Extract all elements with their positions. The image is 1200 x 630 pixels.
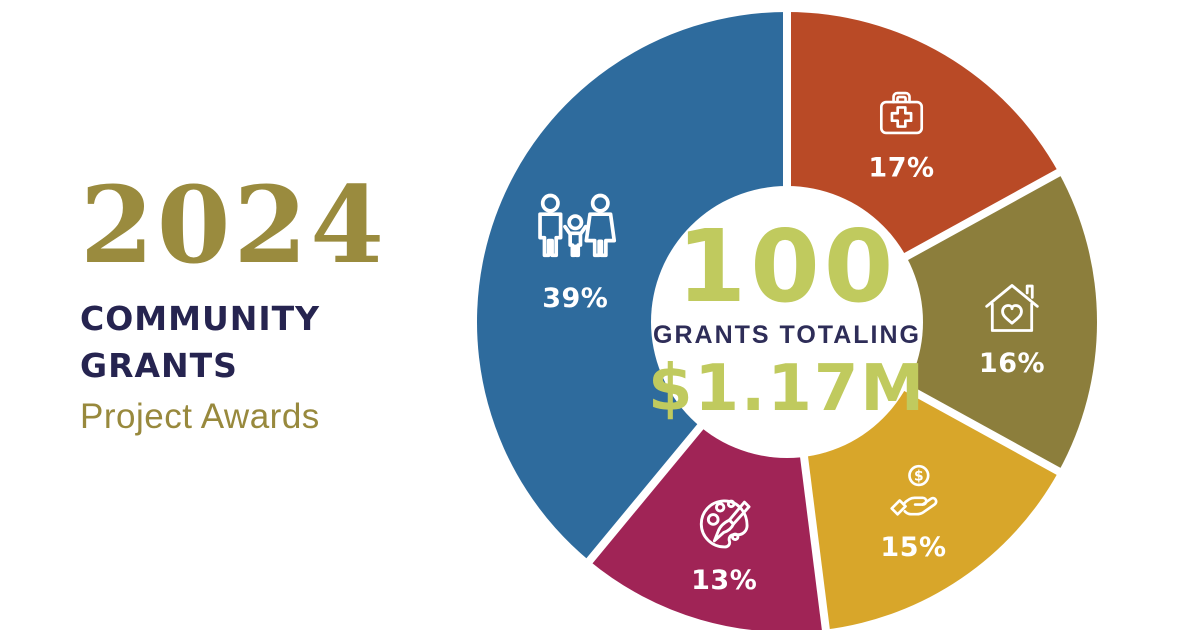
- header-block: 2024 COMMUNITY GRANTS Project Awards: [80, 172, 440, 436]
- family-icon: [538, 193, 617, 258]
- first-aid-kit-icon: [879, 91, 924, 135]
- segment-percent-label: 39%: [542, 283, 608, 314]
- grants-caption: GRANTS TOTALING: [653, 321, 921, 349]
- donut-segment-1: [787, 172, 1098, 472]
- subtitle: Project Awards: [80, 396, 320, 436]
- segment-percent-label: 17%: [868, 152, 934, 183]
- palette-icon: [699, 499, 751, 549]
- title-line-1: COMMUNITY: [80, 299, 321, 338]
- segment-percent-label: 13%: [691, 565, 757, 596]
- svg-text:$: $: [914, 468, 924, 484]
- year-heading: 2024: [80, 162, 388, 287]
- segment-percent-label: 16%: [979, 348, 1045, 379]
- donut-center-label: 100 GRANTS TOTALING $1.17M: [647, 208, 927, 426]
- donut-segment-4: [477, 12, 787, 561]
- title-heading: COMMUNITY GRANTS: [80, 296, 440, 390]
- donut-hole: [651, 186, 923, 458]
- segment-percent-label: 15%: [880, 532, 946, 563]
- hand-dollar-icon: $: [890, 464, 938, 516]
- house-heart-icon: [985, 284, 1039, 332]
- title-line-2: GRANTS: [80, 345, 238, 385]
- grants-count: 100: [676, 208, 898, 325]
- grants-amount: $1.17M: [647, 352, 927, 426]
